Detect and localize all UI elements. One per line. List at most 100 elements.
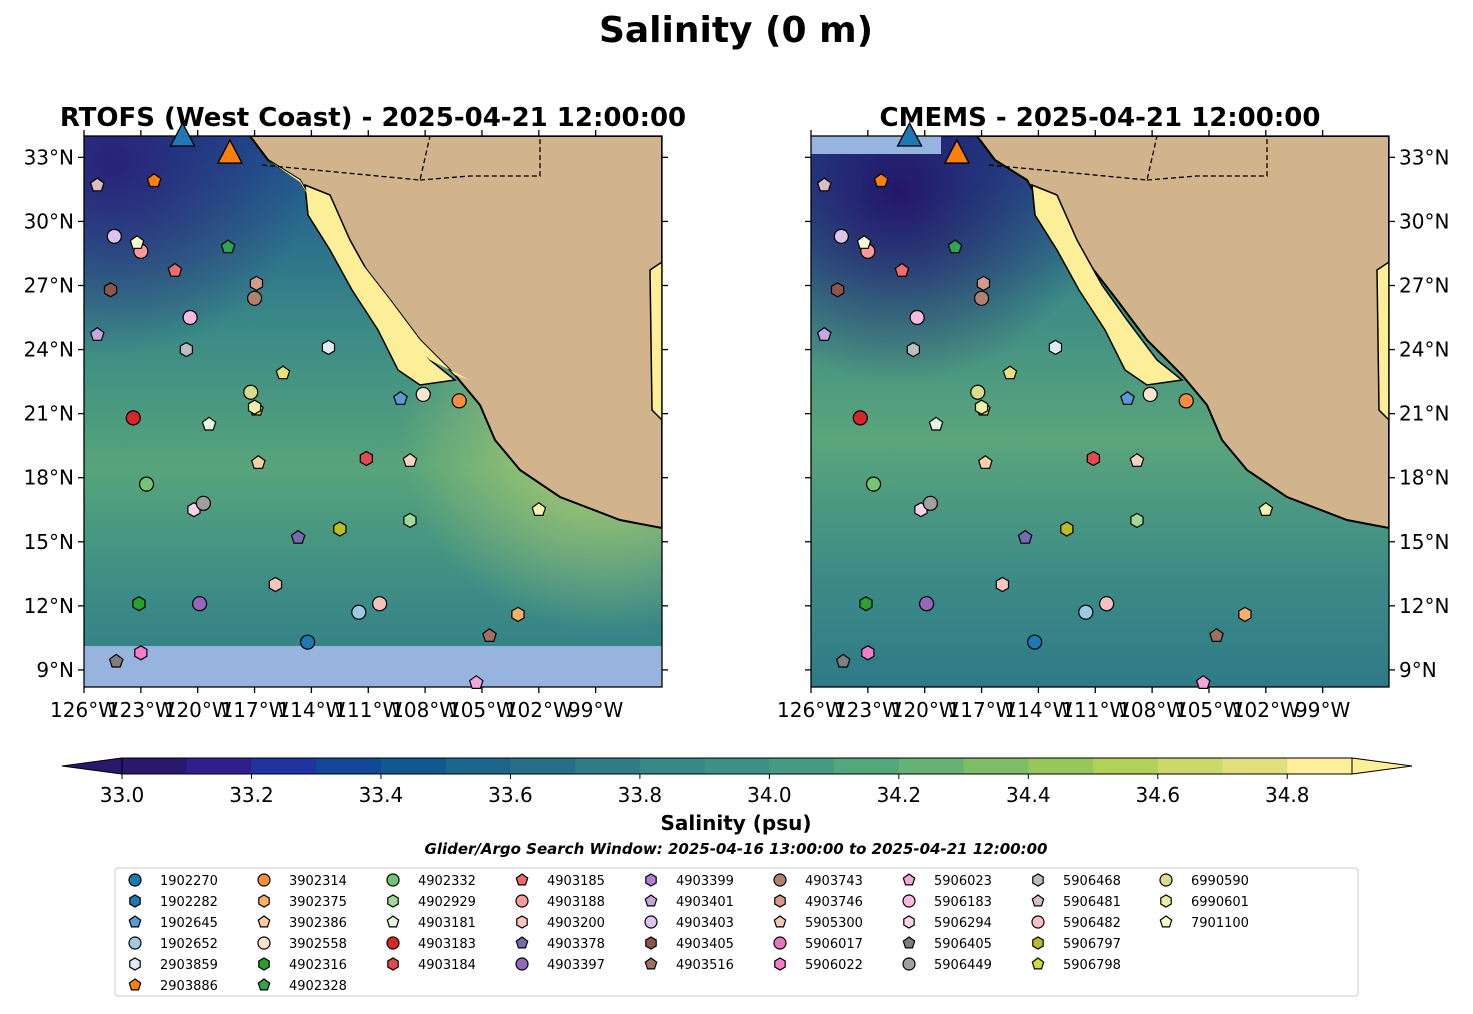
lon-tick-label: 126°W: [50, 698, 118, 722]
float-marker: [89, 177, 105, 192]
float-marker: [1178, 393, 1194, 409]
legend-marker: [515, 873, 529, 886]
salinity-field: [811, 136, 1389, 687]
legend-label: 4902328: [289, 979, 347, 994]
float-marker: [451, 393, 467, 409]
legend-label: 4903403: [676, 916, 734, 931]
float-marker: [977, 455, 993, 469]
legend-marker: [1031, 957, 1045, 970]
legend-marker: [386, 873, 400, 887]
figure-title: Salinity (0 m): [599, 10, 873, 51]
lon-tick-label: 114°W: [1004, 698, 1072, 722]
legend-label: 4903183: [418, 937, 476, 952]
legend-label: 1902282: [160, 895, 218, 910]
float-marker: [108, 653, 124, 668]
lat-tick-label: 9°N: [36, 658, 74, 682]
colorbar-label: Salinity (psu): [660, 811, 811, 835]
legend-label: 4902929: [418, 895, 476, 910]
legend-marker: [902, 936, 916, 949]
colorbar-segment: [251, 758, 317, 774]
colorbar-segment: [963, 758, 1029, 774]
float-marker: [1130, 512, 1144, 529]
float-marker: [250, 455, 266, 469]
legend-label: 5906449: [934, 958, 992, 973]
float-marker: [531, 501, 547, 517]
legend-marker: [645, 936, 657, 950]
legend-label: 3902314: [289, 874, 347, 889]
lon-tick-label: 99°W: [568, 698, 623, 722]
float-marker: [333, 521, 347, 537]
legend-marker: [1159, 915, 1173, 928]
legend-marker: [387, 957, 399, 971]
colorbar-segment: [1093, 758, 1159, 774]
colorbar-extend-min: [61, 757, 123, 775]
legend-marker: [515, 894, 529, 908]
legend-label: 5906023: [934, 874, 992, 889]
float-marker: [195, 495, 211, 511]
float-marker: [970, 384, 986, 400]
legend-marker: [128, 978, 142, 991]
legend-marker: [1032, 873, 1044, 887]
float-marker: [321, 339, 336, 356]
colorbar-tick-label: 33.8: [618, 783, 663, 807]
legend-label: 5906468: [1063, 874, 1121, 889]
legend-marker: [258, 957, 270, 971]
legend-label: 5906017: [805, 937, 863, 952]
legend-label: 3902558: [289, 937, 347, 952]
float-marker: [1099, 596, 1115, 612]
float-marker: [134, 645, 148, 661]
legend-marker: [257, 915, 271, 928]
axes-ticks: 126°W123°W120°W117°W114°W111°W108°W105°W…: [777, 130, 1449, 722]
colorbar-segment: [1222, 758, 1288, 774]
lat-tick-label: 21°N: [1399, 402, 1449, 426]
axes-ticks: 126°W123°W120°W117°W114°W111°W108°W105°W…: [24, 130, 668, 722]
border-line: [988, 136, 1268, 181]
float-marker: [816, 326, 832, 341]
colorbar-tick-label: 34.6: [1136, 783, 1181, 807]
lat-tick-label: 33°N: [1399, 145, 1449, 169]
legend-label: 5906481: [1063, 895, 1121, 910]
colorbar-segment: [575, 758, 641, 774]
legend-label: 5906183: [934, 895, 992, 910]
float-marker: [894, 262, 910, 277]
float-marker: [89, 326, 105, 341]
legend-marker: [773, 873, 787, 887]
legend-marker: [129, 894, 141, 908]
lon-tick-label: 123°W: [834, 698, 902, 722]
float-marker: [1142, 386, 1158, 403]
float-marker: [976, 275, 991, 292]
float-marker: [249, 275, 264, 292]
legend-label: 4903184: [418, 958, 476, 973]
float-marker: [1258, 501, 1274, 517]
float-marker: [243, 384, 259, 400]
float-marker: [918, 596, 935, 612]
lat-tick-label: 12°N: [24, 594, 74, 618]
float-marker: [906, 341, 921, 358]
float-marker: [947, 239, 963, 254]
legend-marker: [516, 915, 528, 929]
lon-tick-label: 117°W: [221, 698, 289, 722]
legend-marker: [1032, 936, 1044, 950]
float-marker: [372, 596, 388, 612]
colorbar-tick-label: 33.2: [229, 783, 274, 807]
legend: 1902270 1902282 1902645 1902652 2903859 29038…: [114, 867, 1359, 997]
colorbar-extend-max: [1351, 757, 1413, 775]
float-marker: [129, 235, 145, 249]
colorbar-segment: [769, 758, 835, 774]
colorbar-tick-label: 34.2: [877, 783, 922, 807]
float-marker: [1027, 634, 1043, 650]
lon-tick-label: 102°W: [1232, 698, 1300, 722]
legend-marker: [257, 936, 271, 950]
lat-tick-label: 18°N: [24, 466, 74, 490]
right-strip: [649, 261, 662, 422]
float-marker: [351, 604, 367, 620]
panel-rtofs: RTOFS (West Coast) - 2025-04-21 12:00:00…: [24, 103, 687, 722]
panel-title: RTOFS (West Coast) - 2025-04-21 12:00:00: [60, 103, 686, 133]
legend-label: 4903397: [547, 958, 605, 973]
float-marker: [146, 173, 162, 188]
lon-tick-label: 126°W: [777, 698, 845, 722]
legend-label: 4903405: [676, 937, 734, 952]
legend-label: 4903378: [547, 937, 605, 952]
legend-marker: [902, 873, 916, 886]
float-marker: [833, 228, 849, 244]
